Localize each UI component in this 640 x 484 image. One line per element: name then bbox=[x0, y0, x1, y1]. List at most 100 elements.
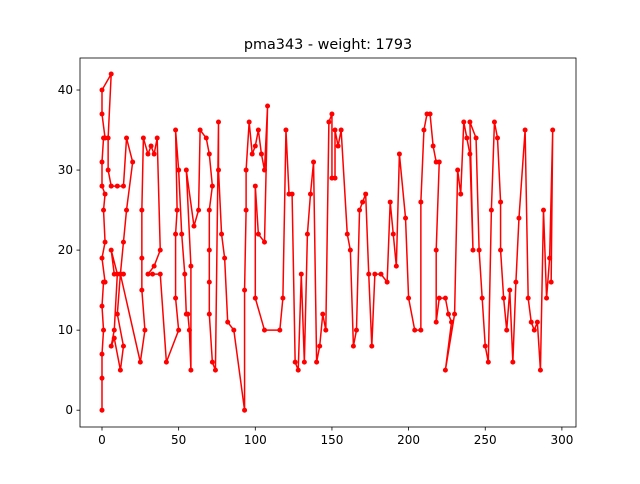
point bbox=[242, 287, 248, 293]
point bbox=[102, 279, 108, 285]
point bbox=[464, 135, 470, 141]
point bbox=[252, 295, 258, 301]
point bbox=[179, 231, 185, 237]
point bbox=[482, 343, 488, 349]
point bbox=[101, 207, 107, 213]
x-tick-label: 0 bbox=[98, 433, 106, 447]
point bbox=[442, 367, 448, 373]
point bbox=[206, 247, 212, 253]
point bbox=[548, 279, 554, 285]
point bbox=[102, 191, 108, 197]
point bbox=[197, 127, 203, 133]
x-tick-label: 150 bbox=[320, 433, 343, 447]
point bbox=[479, 295, 485, 301]
point bbox=[436, 159, 442, 165]
point bbox=[544, 295, 550, 301]
point bbox=[403, 215, 409, 221]
point bbox=[522, 127, 528, 133]
point bbox=[157, 247, 163, 253]
point bbox=[353, 327, 359, 333]
x-tick-label: 300 bbox=[550, 433, 573, 447]
x-tick-label: 100 bbox=[244, 433, 267, 447]
point bbox=[206, 207, 212, 213]
y-tick-label: 20 bbox=[58, 243, 73, 257]
point bbox=[196, 207, 202, 213]
point bbox=[301, 359, 307, 365]
point bbox=[311, 159, 317, 165]
point bbox=[101, 327, 107, 333]
point bbox=[360, 199, 366, 205]
point bbox=[338, 127, 344, 133]
point bbox=[114, 183, 120, 189]
point bbox=[541, 207, 547, 213]
point bbox=[108, 247, 114, 253]
point bbox=[139, 207, 145, 213]
point bbox=[510, 359, 516, 365]
point bbox=[209, 359, 215, 365]
point bbox=[461, 119, 467, 125]
point bbox=[99, 255, 105, 261]
point bbox=[163, 359, 169, 365]
point bbox=[124, 207, 130, 213]
chart-title: pma343 - weight: 1793 bbox=[244, 37, 412, 53]
point bbox=[139, 287, 145, 293]
point bbox=[216, 119, 222, 125]
point bbox=[498, 199, 504, 205]
point bbox=[265, 103, 271, 109]
point bbox=[292, 359, 298, 365]
point bbox=[314, 359, 320, 365]
point bbox=[137, 359, 143, 365]
point bbox=[206, 311, 212, 317]
point bbox=[366, 271, 372, 277]
point bbox=[173, 295, 179, 301]
point bbox=[206, 151, 212, 157]
point bbox=[148, 143, 154, 149]
point bbox=[387, 199, 393, 205]
point bbox=[261, 239, 267, 245]
point bbox=[430, 143, 436, 149]
point bbox=[258, 151, 264, 157]
point bbox=[206, 279, 212, 285]
point bbox=[114, 311, 120, 317]
point bbox=[99, 87, 105, 93]
point bbox=[384, 279, 390, 285]
point bbox=[111, 327, 117, 333]
point bbox=[390, 231, 396, 237]
point bbox=[183, 167, 189, 173]
point bbox=[467, 151, 473, 157]
point bbox=[449, 319, 455, 325]
point bbox=[249, 151, 255, 157]
y-tick-label: 10 bbox=[58, 323, 73, 337]
point bbox=[507, 287, 513, 293]
point bbox=[350, 343, 356, 349]
point bbox=[174, 207, 180, 213]
plot-frame bbox=[79, 57, 577, 428]
point bbox=[495, 135, 501, 141]
point bbox=[99, 407, 105, 413]
point bbox=[531, 327, 537, 333]
point bbox=[185, 311, 191, 317]
point bbox=[491, 119, 497, 125]
point bbox=[393, 263, 399, 269]
point bbox=[458, 191, 464, 197]
point bbox=[99, 351, 105, 357]
point bbox=[427, 111, 433, 117]
point bbox=[99, 111, 105, 117]
point bbox=[99, 159, 105, 165]
point bbox=[357, 207, 363, 213]
point bbox=[99, 375, 105, 381]
point bbox=[209, 183, 215, 189]
point bbox=[105, 135, 111, 141]
point bbox=[467, 119, 473, 125]
point bbox=[412, 327, 418, 333]
point bbox=[485, 359, 491, 365]
point bbox=[182, 271, 188, 277]
point bbox=[547, 255, 553, 261]
point bbox=[252, 143, 258, 149]
y-tick-label: 40 bbox=[58, 83, 73, 97]
point bbox=[445, 311, 451, 317]
point bbox=[304, 231, 310, 237]
point bbox=[120, 239, 126, 245]
point bbox=[452, 311, 458, 317]
